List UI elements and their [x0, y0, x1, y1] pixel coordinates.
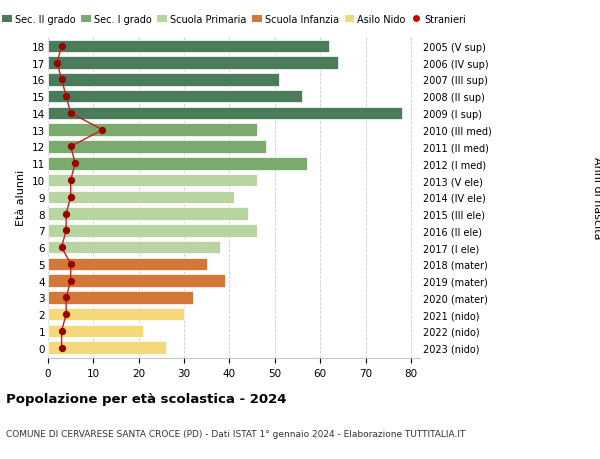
Point	[66, 110, 76, 118]
Point	[61, 294, 71, 302]
Bar	[48, 141, 266, 153]
Bar	[48, 40, 329, 53]
Bar	[48, 107, 402, 120]
Point	[66, 144, 76, 151]
Bar	[48, 174, 257, 187]
Bar	[48, 325, 143, 337]
Bar	[48, 91, 302, 103]
Point	[61, 93, 71, 101]
Point	[61, 210, 71, 218]
Point	[61, 227, 71, 235]
Point	[61, 311, 71, 318]
Point	[57, 328, 67, 335]
Bar	[48, 241, 220, 254]
Point	[66, 277, 76, 285]
Text: Anni di nascita: Anni di nascita	[592, 156, 600, 239]
Point	[57, 43, 67, 50]
Text: Popolazione per età scolastica - 2024: Popolazione per età scolastica - 2024	[6, 392, 287, 405]
Bar	[48, 258, 207, 271]
Point	[70, 160, 80, 168]
Bar	[48, 191, 234, 204]
Bar	[48, 341, 166, 354]
Bar	[48, 124, 257, 137]
Bar	[48, 308, 184, 321]
Point	[98, 127, 107, 134]
Bar	[48, 157, 307, 170]
Point	[57, 77, 67, 84]
Point	[57, 344, 67, 352]
Point	[66, 194, 76, 201]
Bar	[48, 208, 248, 220]
Point	[57, 244, 67, 251]
Bar	[48, 74, 280, 86]
Legend: Sec. II grado, Sec. I grado, Scuola Primaria, Scuola Infanzia, Asilo Nido, Stran: Sec. II grado, Sec. I grado, Scuola Prim…	[0, 11, 470, 28]
Text: COMUNE DI CERVARESE SANTA CROCE (PD) - Dati ISTAT 1° gennaio 2024 - Elaborazione: COMUNE DI CERVARESE SANTA CROCE (PD) - D…	[6, 429, 466, 438]
Bar	[48, 224, 257, 237]
Point	[66, 177, 76, 185]
Y-axis label: Età alunni: Età alunni	[16, 169, 26, 225]
Bar	[48, 291, 193, 304]
Bar	[48, 275, 225, 287]
Point	[66, 261, 76, 268]
Bar	[48, 57, 338, 70]
Point	[52, 60, 62, 67]
